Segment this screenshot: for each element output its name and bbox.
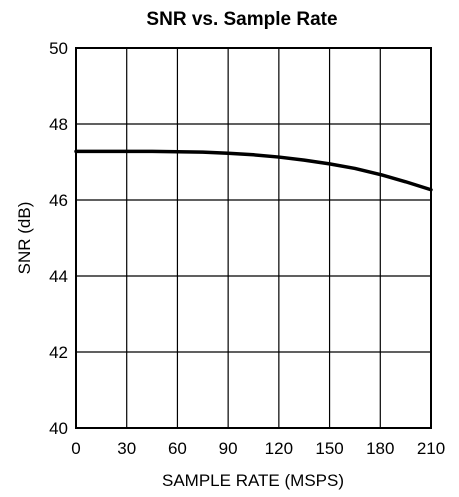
series-layer: [74, 149, 433, 192]
tick-labels: 0 30 60 90 120 150 180 210 40 42 44 46 48 50: [49, 39, 445, 458]
x-tick-label: 180: [366, 439, 394, 458]
x-tick-label: 0: [71, 439, 80, 458]
y-tick-label: 46: [49, 191, 68, 210]
x-tick-label: 90: [219, 439, 238, 458]
x-tick-label: 120: [265, 439, 293, 458]
x-tick-label: 210: [417, 439, 445, 458]
x-tick-label: 30: [117, 439, 136, 458]
grid-lines: [75, 47, 432, 429]
x-axis-label: SAMPLE RATE (MSPS): [162, 471, 344, 490]
plot-frame: [75, 47, 432, 429]
y-tick-label: 44: [49, 267, 68, 286]
chart-title: SNR vs. Sample Rate: [146, 9, 337, 30]
y-tick-label: 50: [49, 39, 68, 58]
y-tick-label: 40: [49, 419, 68, 438]
y-tick-label: 48: [49, 115, 68, 134]
y-axis-label: SNR (dB): [15, 202, 34, 275]
x-tick-label: 150: [315, 439, 343, 458]
x-tick-label: 60: [168, 439, 187, 458]
snr-series-line: [74, 149, 433, 192]
y-tick-label: 42: [49, 343, 68, 362]
